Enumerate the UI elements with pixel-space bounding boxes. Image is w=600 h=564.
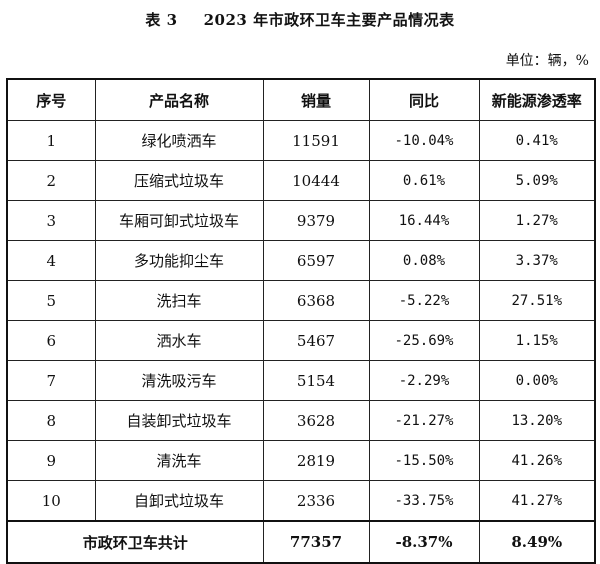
cell-sales: 2819 bbox=[262, 440, 370, 481]
cell-index: 5 bbox=[6, 280, 96, 321]
cell-penetration: 0.00% bbox=[478, 360, 596, 401]
table-title: 表 3 2023 年市政环卫车主要产品情况表 bbox=[0, 9, 600, 30]
table-row: 5 洗扫车 6368 -5.22% 27.51% bbox=[6, 280, 596, 321]
cell-index: 2 bbox=[6, 160, 96, 201]
cell-sales: 6368 bbox=[262, 280, 370, 321]
cell-sales: 5467 bbox=[262, 320, 370, 361]
cell-penetration: 41.26% bbox=[478, 440, 596, 481]
unit-note: 单位：辆，% bbox=[505, 53, 589, 69]
cell-yoy: -2.29% bbox=[368, 360, 480, 401]
header-yoy: 同比 bbox=[368, 78, 480, 121]
cell-sales: 3628 bbox=[262, 400, 370, 441]
cell-penetration: 3.37% bbox=[478, 240, 596, 281]
cell-index: 6 bbox=[6, 320, 96, 361]
table-row: 3 车厢可卸式垃圾车 9379 16.44% 1.27% bbox=[6, 200, 596, 241]
cell-sales: 5154 bbox=[262, 360, 370, 401]
header-index: 序号 bbox=[6, 78, 96, 121]
table-row: 9 清洗车 2819 -15.50% 41.26% bbox=[6, 440, 596, 481]
cell-sales: 2336 bbox=[262, 480, 370, 522]
table-row: 1 绿化喷洒车 11591 -10.04% 0.41% bbox=[6, 120, 596, 161]
cell-product: 清洗吸污车 bbox=[94, 360, 264, 401]
cell-penetration: 1.15% bbox=[478, 320, 596, 361]
cell-penetration: 5.09% bbox=[478, 160, 596, 201]
total-label: 市政环卫车共计 bbox=[6, 520, 264, 564]
cell-product: 洒水车 bbox=[94, 320, 264, 361]
cell-product: 压缩式垃圾车 bbox=[94, 160, 264, 201]
cell-product: 清洗车 bbox=[94, 440, 264, 481]
total-sales: 77357 bbox=[262, 520, 370, 564]
cell-yoy: -25.69% bbox=[368, 320, 480, 361]
cell-sales: 6597 bbox=[262, 240, 370, 281]
cell-product: 自卸式垃圾车 bbox=[94, 480, 264, 522]
cell-yoy: -21.27% bbox=[368, 400, 480, 441]
cell-sales: 10444 bbox=[262, 160, 370, 201]
cell-penetration: 41.27% bbox=[478, 480, 596, 522]
cell-index: 10 bbox=[6, 480, 96, 522]
table-row: 10 自卸式垃圾车 2336 -33.75% 41.27% bbox=[6, 480, 596, 522]
table-body: 1 绿化喷洒车 11591 -10.04% 0.41% 2 压缩式垃圾车 10444 0.61%… bbox=[6, 120, 596, 522]
header-sales: 销量 bbox=[262, 78, 370, 121]
table-row: 8 自装卸式垃圾车 3628 -21.27% 13.20% bbox=[6, 400, 596, 441]
cell-yoy: -5.22% bbox=[368, 280, 480, 321]
cell-yoy: -33.75% bbox=[368, 480, 480, 522]
cell-product: 自装卸式垃圾车 bbox=[94, 400, 264, 441]
total-penetration: 8.49% bbox=[478, 520, 596, 564]
cell-index: 7 bbox=[6, 360, 96, 401]
cell-product: 洗扫车 bbox=[94, 280, 264, 321]
cell-index: 8 bbox=[6, 400, 96, 441]
table-row: 6 洒水车 5467 -25.69% 1.15% bbox=[6, 320, 596, 361]
cell-sales: 11591 bbox=[262, 120, 370, 161]
cell-yoy: -15.50% bbox=[368, 440, 480, 481]
header-row: 序号 产品名称 销量 同比 新能源渗透率 bbox=[6, 78, 596, 121]
cell-penetration: 0.41% bbox=[478, 120, 596, 161]
cell-penetration: 13.20% bbox=[478, 400, 596, 441]
table-row: 7 清洗吸污车 5154 -2.29% 0.00% bbox=[6, 360, 596, 401]
header-product: 产品名称 bbox=[94, 78, 264, 121]
cell-penetration: 1.27% bbox=[478, 200, 596, 241]
cell-penetration: 27.51% bbox=[478, 280, 596, 321]
table-row: 2 压缩式垃圾车 10444 0.61% 5.09% bbox=[6, 160, 596, 201]
table-number: 表 3 bbox=[145, 11, 178, 29]
cell-product: 绿化喷洒车 bbox=[94, 120, 264, 161]
total-yoy: -8.37% bbox=[368, 520, 480, 564]
cell-product: 多功能抑尘车 bbox=[94, 240, 264, 281]
cell-product: 车厢可卸式垃圾车 bbox=[94, 200, 264, 241]
cell-index: 1 bbox=[6, 120, 96, 161]
cell-index: 3 bbox=[6, 200, 96, 241]
cell-yoy: 0.61% bbox=[368, 160, 480, 201]
cell-yoy: 0.08% bbox=[368, 240, 480, 281]
cell-sales: 9379 bbox=[262, 200, 370, 241]
total-row: 市政环卫车共计 77357 -8.37% 8.49% bbox=[6, 520, 596, 564]
cell-yoy: 16.44% bbox=[368, 200, 480, 241]
header-penetration: 新能源渗透率 bbox=[478, 78, 596, 121]
cell-index: 4 bbox=[6, 240, 96, 281]
table-row: 4 多功能抑尘车 6597 0.08% 3.37% bbox=[6, 240, 596, 281]
table-title-text: 2023 年市政环卫车主要产品情况表 bbox=[203, 11, 455, 29]
cell-index: 9 bbox=[6, 440, 96, 481]
product-table: 序号 产品名称 销量 同比 新能源渗透率 1 绿化喷洒车 11591 -10.04% 0… bbox=[6, 78, 596, 564]
cell-yoy: -10.04% bbox=[368, 120, 480, 161]
